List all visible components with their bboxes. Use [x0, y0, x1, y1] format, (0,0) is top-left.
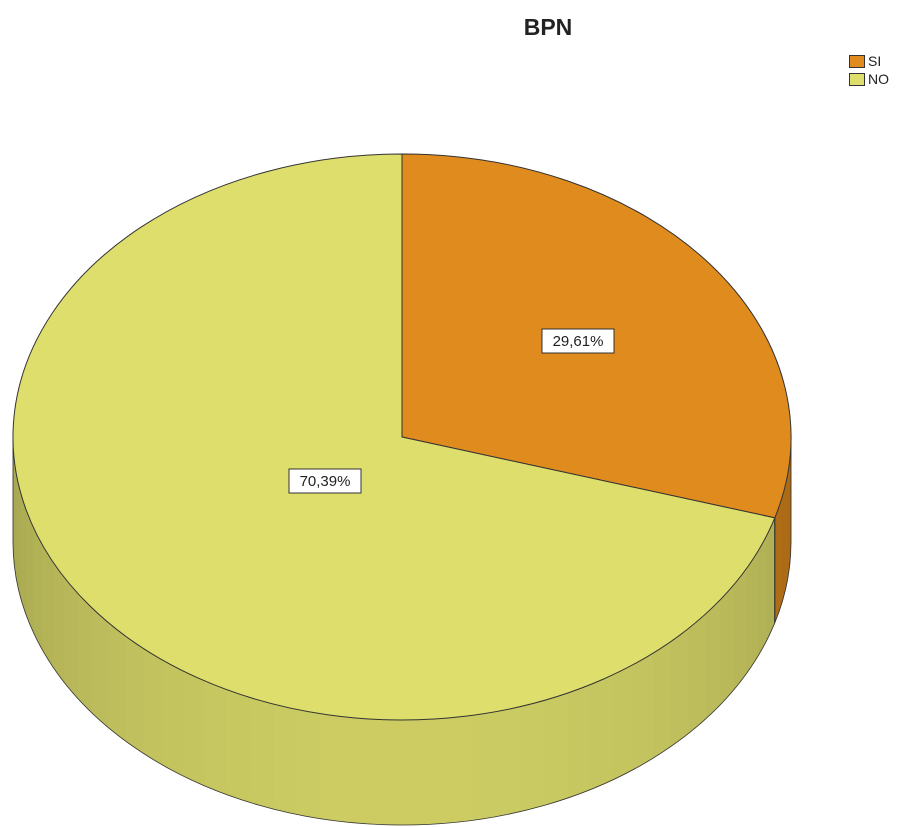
side-strip-no	[77, 592, 93, 714]
side-strip-no	[670, 627, 689, 748]
side-strip-no	[225, 689, 250, 803]
side-strip-no	[446, 715, 472, 824]
side-strip-si	[774, 497, 783, 623]
side-strip-no	[296, 709, 322, 820]
legend-swatch-no	[849, 72, 865, 86]
side-strip-no	[124, 635, 144, 754]
side-strip-no	[20, 491, 27, 615]
side-strip-no	[589, 675, 612, 791]
pie-top-face	[12, 153, 792, 721]
legend-item-no: NO	[849, 70, 889, 88]
side-strip-no	[766, 517, 776, 641]
side-strip-no	[32, 526, 43, 650]
side-strip-no	[182, 670, 205, 787]
side-strip-no	[704, 599, 721, 721]
side-strip-no	[272, 703, 297, 815]
side-strip-no	[611, 664, 633, 782]
side-strip-no	[63, 576, 78, 699]
svg-text:70,39%: 70,39%	[300, 473, 351, 490]
side-strip-no	[248, 696, 273, 810]
side-strip-no	[142, 647, 163, 766]
side-strip-no	[52, 560, 65, 684]
side-strip-no	[395, 719, 422, 826]
pie-side-wall	[12, 436, 792, 826]
side-strip-no	[733, 567, 747, 691]
legend-label-no: NO	[868, 71, 889, 87]
svg-text:29,61%: 29,61%	[553, 333, 604, 350]
side-strip-no	[757, 534, 768, 659]
side-strip-no	[15, 473, 21, 597]
side-strip-no	[631, 653, 653, 771]
side-strip-no	[719, 583, 735, 706]
side-strip-no	[320, 713, 347, 823]
side-strip-no	[420, 717, 447, 825]
side-strip-no	[91, 607, 109, 728]
side-strip-no	[651, 641, 672, 760]
side-strip-no	[41, 543, 53, 668]
legend-item-si: SI	[849, 52, 889, 70]
slice-label-si: 29,61%	[541, 328, 615, 354]
side-strip-no	[370, 718, 397, 826]
legend: SI NO	[849, 52, 889, 88]
side-strip-no	[471, 711, 497, 821]
side-outline	[12, 437, 792, 826]
slice-label-no: 70,39%	[288, 468, 362, 494]
side-strip-no	[543, 692, 568, 806]
side-strip-no	[688, 613, 706, 735]
side-strip-no	[162, 659, 184, 777]
side-strip-no	[495, 706, 521, 817]
legend-swatch-si	[849, 54, 865, 68]
pie-labels: 29,61% 70,39%	[288, 328, 615, 494]
side-strip-no	[519, 700, 545, 812]
side-strip-no	[203, 680, 227, 795]
side-strip-no	[566, 684, 590, 799]
side-strip-no	[345, 716, 372, 825]
chart-title: BPN	[523, 14, 573, 40]
side-strip-no	[107, 621, 126, 742]
pie-slice-no	[12, 153, 776, 721]
side-strip-no	[25, 509, 34, 633]
legend-label-si: SI	[868, 53, 882, 69]
side-strip-no	[746, 551, 758, 675]
